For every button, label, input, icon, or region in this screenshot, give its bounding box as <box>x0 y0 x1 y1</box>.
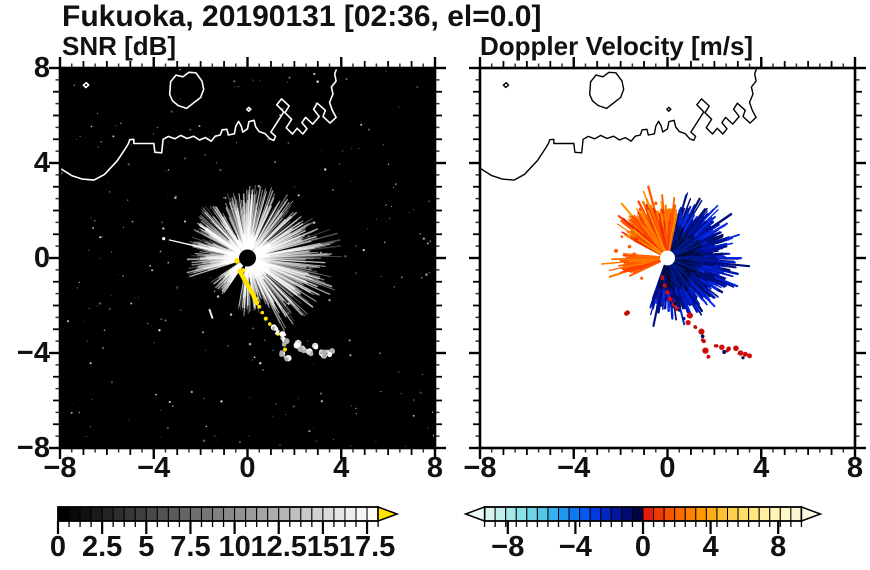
colorbar-over-arrow <box>377 505 400 523</box>
doppler-x-tick-label: −8 <box>463 452 497 484</box>
snr-panel-title: SNR [dB] <box>62 31 177 61</box>
figure-title: Fukuoka, 20190131 [02:36, el=0.0] <box>62 0 542 33</box>
radar-site-disk <box>239 249 256 267</box>
snr-y-tick-label: −4 <box>16 337 50 369</box>
coastline <box>60 68 338 181</box>
doppler-axes <box>469 57 866 459</box>
radar-site-disk <box>660 250 675 266</box>
snr-y-tick-label: 0 <box>33 242 50 274</box>
snr-colorbar-label: 17.5 <box>338 531 396 563</box>
snr-x-tick-label: −4 <box>137 452 171 484</box>
snr-colorbar-label: 2.5 <box>81 531 123 563</box>
colorbar-under-arrow <box>463 505 486 523</box>
colorbar-over-arrow <box>800 505 823 523</box>
snr-y-tick-label: 8 <box>33 52 50 84</box>
doppler-colorbar-label: 8 <box>770 531 787 563</box>
doppler-echo <box>600 185 752 360</box>
snr-x-tick-label: 8 <box>426 452 444 484</box>
doppler-colorbar-label: −4 <box>558 531 592 563</box>
snr-colorbar-label: 15 <box>306 531 340 563</box>
snr-colorbar-label: 12.5 <box>250 531 307 563</box>
doppler-colorbar-label: 4 <box>702 531 719 563</box>
doppler-panel-title: Doppler Velocity [m/s] <box>480 31 754 61</box>
snr-echo <box>60 68 435 448</box>
snr-colorbar-label: 10 <box>218 531 251 563</box>
coastline <box>480 68 758 181</box>
doppler-x-tick-label: −4 <box>557 452 591 484</box>
snr-colorbar <box>56 505 400 534</box>
snr-y-tick-label: 4 <box>33 147 50 179</box>
snr-colorbar-label: 5 <box>138 531 155 563</box>
doppler-colorbar <box>463 505 823 534</box>
snr-y-tick-label: −8 <box>16 432 50 464</box>
snr-x-tick-label: 4 <box>333 452 350 484</box>
snr-axes <box>49 57 446 459</box>
doppler-x-tick-label: 8 <box>846 452 864 484</box>
doppler-x-tick-label: 0 <box>659 452 676 484</box>
snr-colorbar-label: 0 <box>49 531 67 563</box>
doppler-x-tick-label: 4 <box>753 452 770 484</box>
doppler-colorbar-label: 0 <box>634 531 652 563</box>
snr-x-tick-label: 0 <box>239 452 256 484</box>
doppler-colorbar-label: −8 <box>491 531 525 563</box>
snr-x-tick-label: −8 <box>43 452 77 484</box>
snr-colorbar-label: 7.5 <box>170 531 211 563</box>
